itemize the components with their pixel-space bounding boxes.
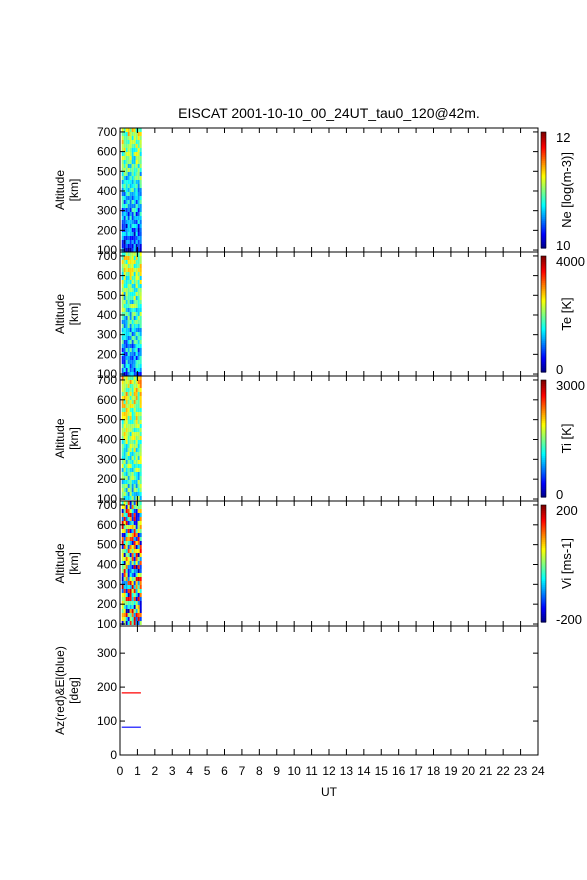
x-tick-label: 8: [256, 764, 263, 778]
y-tick-label: 400: [97, 432, 117, 446]
y-tick-label: 300: [97, 204, 117, 218]
y-axis-label: Altitude: [53, 170, 67, 210]
x-tick-label: 2: [151, 764, 158, 778]
y-tick-label: 700: [97, 498, 117, 512]
x-tick-label: 3: [169, 764, 176, 778]
x-tick-label: 11: [305, 764, 318, 778]
x-tick-label: 1: [134, 764, 141, 778]
y-tick-label: 600: [97, 518, 117, 532]
panel-1-heatmap: [121, 128, 142, 252]
colorbar-min-label: 0: [556, 487, 563, 502]
x-tick-label: 0: [117, 764, 124, 778]
panel-2: 100 200 300 400 500 600 700 Altitude [km] 4000 0 Te…: [53, 249, 585, 381]
x-tick-label: 18: [427, 764, 441, 778]
x-tick-label: 7: [239, 764, 246, 778]
y-tick-label: 400: [97, 184, 117, 198]
x-tick-label: 19: [444, 764, 458, 778]
panel-3-heatmap: [121, 376, 142, 500]
y-axis-label: [km]: [67, 179, 81, 202]
y-tick-label: 600: [97, 393, 117, 407]
y-tick-label: 300: [97, 646, 117, 660]
y-tick-label: 300: [97, 328, 117, 342]
y-tick-label: 200: [97, 472, 117, 486]
y-axis-label: [deg]: [67, 677, 81, 704]
y-tick-label: 500: [97, 538, 117, 552]
colorbar-min-label: 10: [556, 238, 570, 253]
x-tick-label: 22: [496, 764, 510, 778]
y-tick-label: 200: [97, 597, 117, 611]
y-tick-label: 700: [97, 373, 117, 387]
y-tick-label: 100: [97, 617, 117, 631]
y-tick-label: 100: [97, 714, 117, 728]
colorbar-1: 12 10 Ne [log(m-3)]: [540, 130, 574, 253]
y-tick-label: 500: [97, 288, 117, 302]
colorbar-max-label: 3000: [556, 378, 585, 393]
panel-4: 100 200 300 400 500 600 700 Altitude [km] 200 -200…: [53, 498, 582, 631]
colorbar-2: 4000 0 Te [K]: [540, 254, 585, 377]
y-tick-label: 0: [110, 748, 117, 762]
colorbar-4: 200 -200 Vi [ms-1]: [540, 503, 582, 627]
x-axis: 0 1 2 3 4 5 6 7 8 9 10 11 12 13 14 15 16 17 18 19 20 21 22 23 24: [117, 626, 545, 778]
x-tick-label: 14: [357, 764, 371, 778]
colorbar-min-label: 0: [556, 362, 563, 377]
y-axis-label: Altitude: [53, 543, 67, 583]
y-tick-label: 400: [97, 557, 117, 571]
x-tick-label: 16: [392, 764, 406, 778]
colorbar-label: Te [K]: [559, 297, 574, 330]
y-tick-label: 200: [97, 680, 117, 694]
x-tick-label: 4: [186, 764, 193, 778]
colorbar-max-label: 200: [556, 503, 578, 518]
colorbar-min-label: -200: [556, 612, 582, 627]
y-axis-label: [km]: [67, 427, 81, 450]
y-axis-label: Altitude: [53, 294, 67, 334]
x-tick-label: 6: [221, 764, 228, 778]
y-tick-label: 700: [97, 249, 117, 263]
x-tick-label: 21: [479, 764, 493, 778]
y-tick-label: 300: [97, 452, 117, 466]
x-tick-label: 10: [287, 764, 301, 778]
y-tick-label: 500: [97, 413, 117, 427]
x-tick-label: 13: [340, 764, 354, 778]
y-axis-label: [km]: [67, 303, 81, 326]
y-tick-label: 100: [97, 243, 117, 257]
y-tick-label: 300: [97, 577, 117, 591]
x-tick-label: 24: [531, 764, 545, 778]
x-tick-label: 5: [204, 764, 211, 778]
panel-3: 100 200 300 400 500 600 700 Altitude [km] 3000 0 Ti…: [53, 373, 585, 506]
colorbar-3: 3000 0 Ti [K]: [540, 378, 585, 502]
y-tick-label: 200: [97, 223, 117, 237]
panel-1: 100 200 300 400 500 600 700 Altitude [km] 12 10 Ne …: [53, 125, 574, 257]
colorbar-label: Ti [K]: [559, 424, 574, 454]
y-tick-label: 700: [97, 125, 117, 139]
y-tick-label: 500: [97, 164, 117, 178]
y-tick-label: 100: [97, 492, 117, 506]
y-tick-label: 100: [97, 367, 117, 381]
pointing-panel: 0 100 200 300 Az(red)&El(blue) [deg]: [53, 625, 539, 762]
y-tick-label: 600: [97, 145, 117, 159]
y-tick-label: 200: [97, 347, 117, 361]
y-tick-label: 600: [97, 269, 117, 283]
x-tick-label: 9: [273, 764, 280, 778]
y-axis-label: [km]: [67, 552, 81, 575]
x-tick-label: 20: [462, 764, 476, 778]
x-axis-label: UT: [321, 785, 338, 799]
y-axis-label: Altitude: [53, 418, 67, 458]
colorbar-max-label: 12: [556, 130, 570, 145]
x-tick-label: 12: [322, 764, 336, 778]
y-tick-label: 400: [97, 308, 117, 322]
x-tick-label: 23: [514, 764, 528, 778]
x-tick-label: 17: [409, 764, 423, 778]
x-tick-label: 15: [375, 764, 389, 778]
chart-title: EISCAT 2001-10-10_00_24UT_tau0_120@42m.: [178, 105, 480, 121]
colorbar-max-label: 4000: [556, 254, 585, 269]
colorbar-label: Vi [ms-1]: [559, 538, 574, 589]
panel-4-heatmap: [121, 501, 142, 625]
colorbar-label: Ne [log(m-3)]: [559, 152, 574, 228]
y-axis-label: Az(red)&El(blue): [53, 646, 67, 735]
panel-2-heatmap: [121, 252, 142, 376]
